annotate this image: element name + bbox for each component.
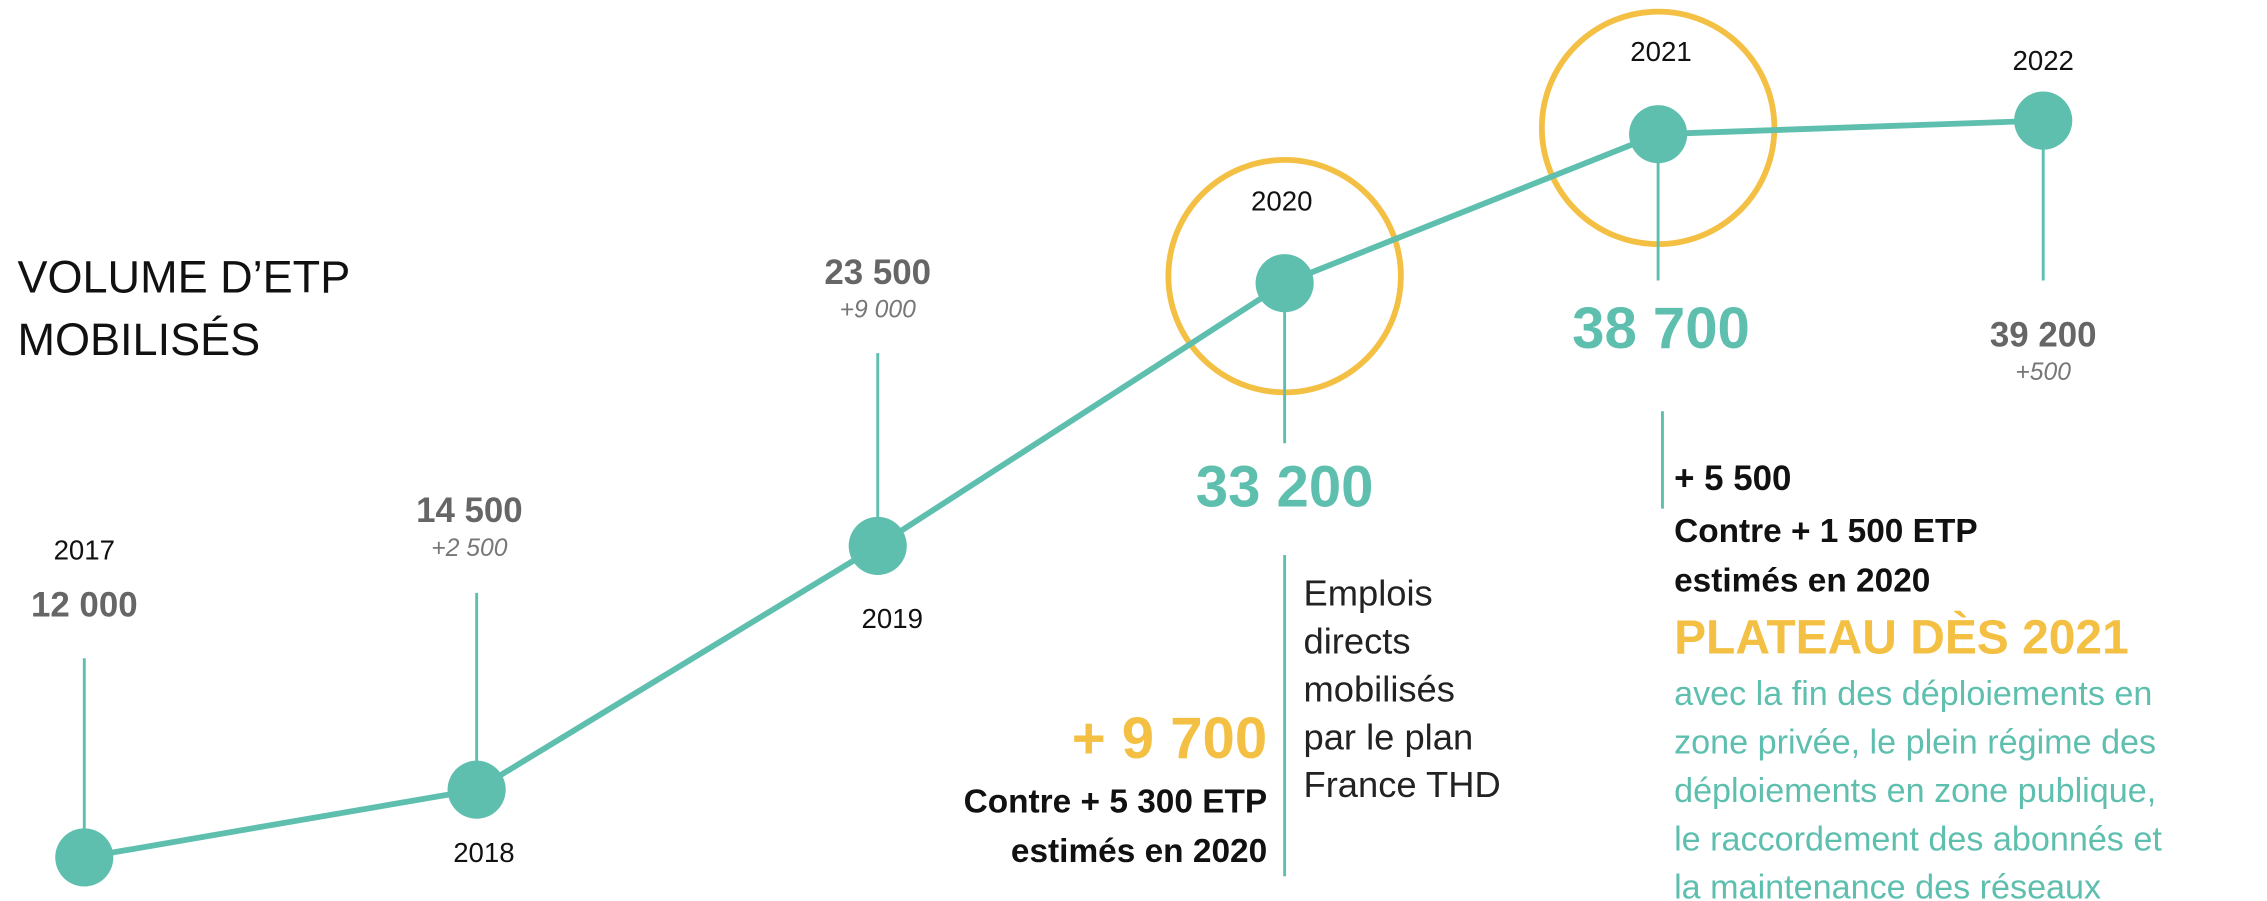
annotation-note: Contre + 1 500 ETP bbox=[1674, 513, 1978, 550]
delta-label: +9 000 bbox=[840, 297, 916, 324]
value-label: 23 500 bbox=[824, 253, 931, 292]
point bbox=[848, 516, 907, 575]
title-line: MOBILISÉS bbox=[17, 314, 260, 365]
title-line: VOLUME D’ETP bbox=[17, 251, 350, 302]
value-label: 14 500 bbox=[416, 491, 523, 530]
annotation-note: estimés en 2020 bbox=[1674, 563, 1930, 600]
annotation-text: Emplois bbox=[1304, 572, 1433, 613]
point bbox=[447, 760, 506, 819]
delta-label: + 9 700 bbox=[1072, 706, 1268, 771]
point bbox=[1255, 254, 1314, 313]
annotation-text: déploiements en zone publique, bbox=[1674, 772, 2156, 810]
year-label: 2017 bbox=[54, 535, 115, 566]
point bbox=[1629, 105, 1688, 164]
delta-label: +2 500 bbox=[431, 535, 507, 562]
annotation-text: avec la fin des déploiements en bbox=[1674, 675, 2152, 713]
value-label: 33 200 bbox=[1196, 455, 1374, 520]
annotation-text: zone privée, le plein régime des bbox=[1674, 723, 2156, 761]
point bbox=[55, 828, 114, 887]
value-label: 12 000 bbox=[31, 586, 138, 625]
annotation-headline: PLATEAU DÈS 2021 bbox=[1674, 611, 2129, 665]
value-label: 38 700 bbox=[1572, 296, 1750, 361]
annotation-note: Contre + 5 300 ETP bbox=[964, 783, 1268, 820]
annotation-text: mobilisés bbox=[1304, 668, 1455, 709]
annotation-text: le raccordement des abonnés et bbox=[1674, 820, 2162, 858]
year-label: 2020 bbox=[1251, 186, 1312, 217]
line bbox=[83, 117, 2044, 861]
delta-label: +500 bbox=[2015, 359, 2071, 386]
point bbox=[2014, 91, 2073, 150]
year-label: 2022 bbox=[2012, 45, 2073, 76]
annotation-text: par le plan bbox=[1304, 716, 1474, 757]
annotation-text: directs bbox=[1304, 620, 1411, 661]
year-label: 2019 bbox=[862, 603, 923, 634]
value-label: 39 200 bbox=[1990, 315, 2097, 354]
annotation-text: la maintenance des réseaux bbox=[1674, 869, 2101, 901]
annotation-note: estimés en 2020 bbox=[1011, 833, 1267, 870]
year-label: 2018 bbox=[453, 837, 514, 868]
year-label: 2021 bbox=[1630, 36, 1691, 67]
delta-label: + 5 500 bbox=[1674, 459, 1791, 498]
annotation-text: France THD bbox=[1304, 764, 1501, 805]
